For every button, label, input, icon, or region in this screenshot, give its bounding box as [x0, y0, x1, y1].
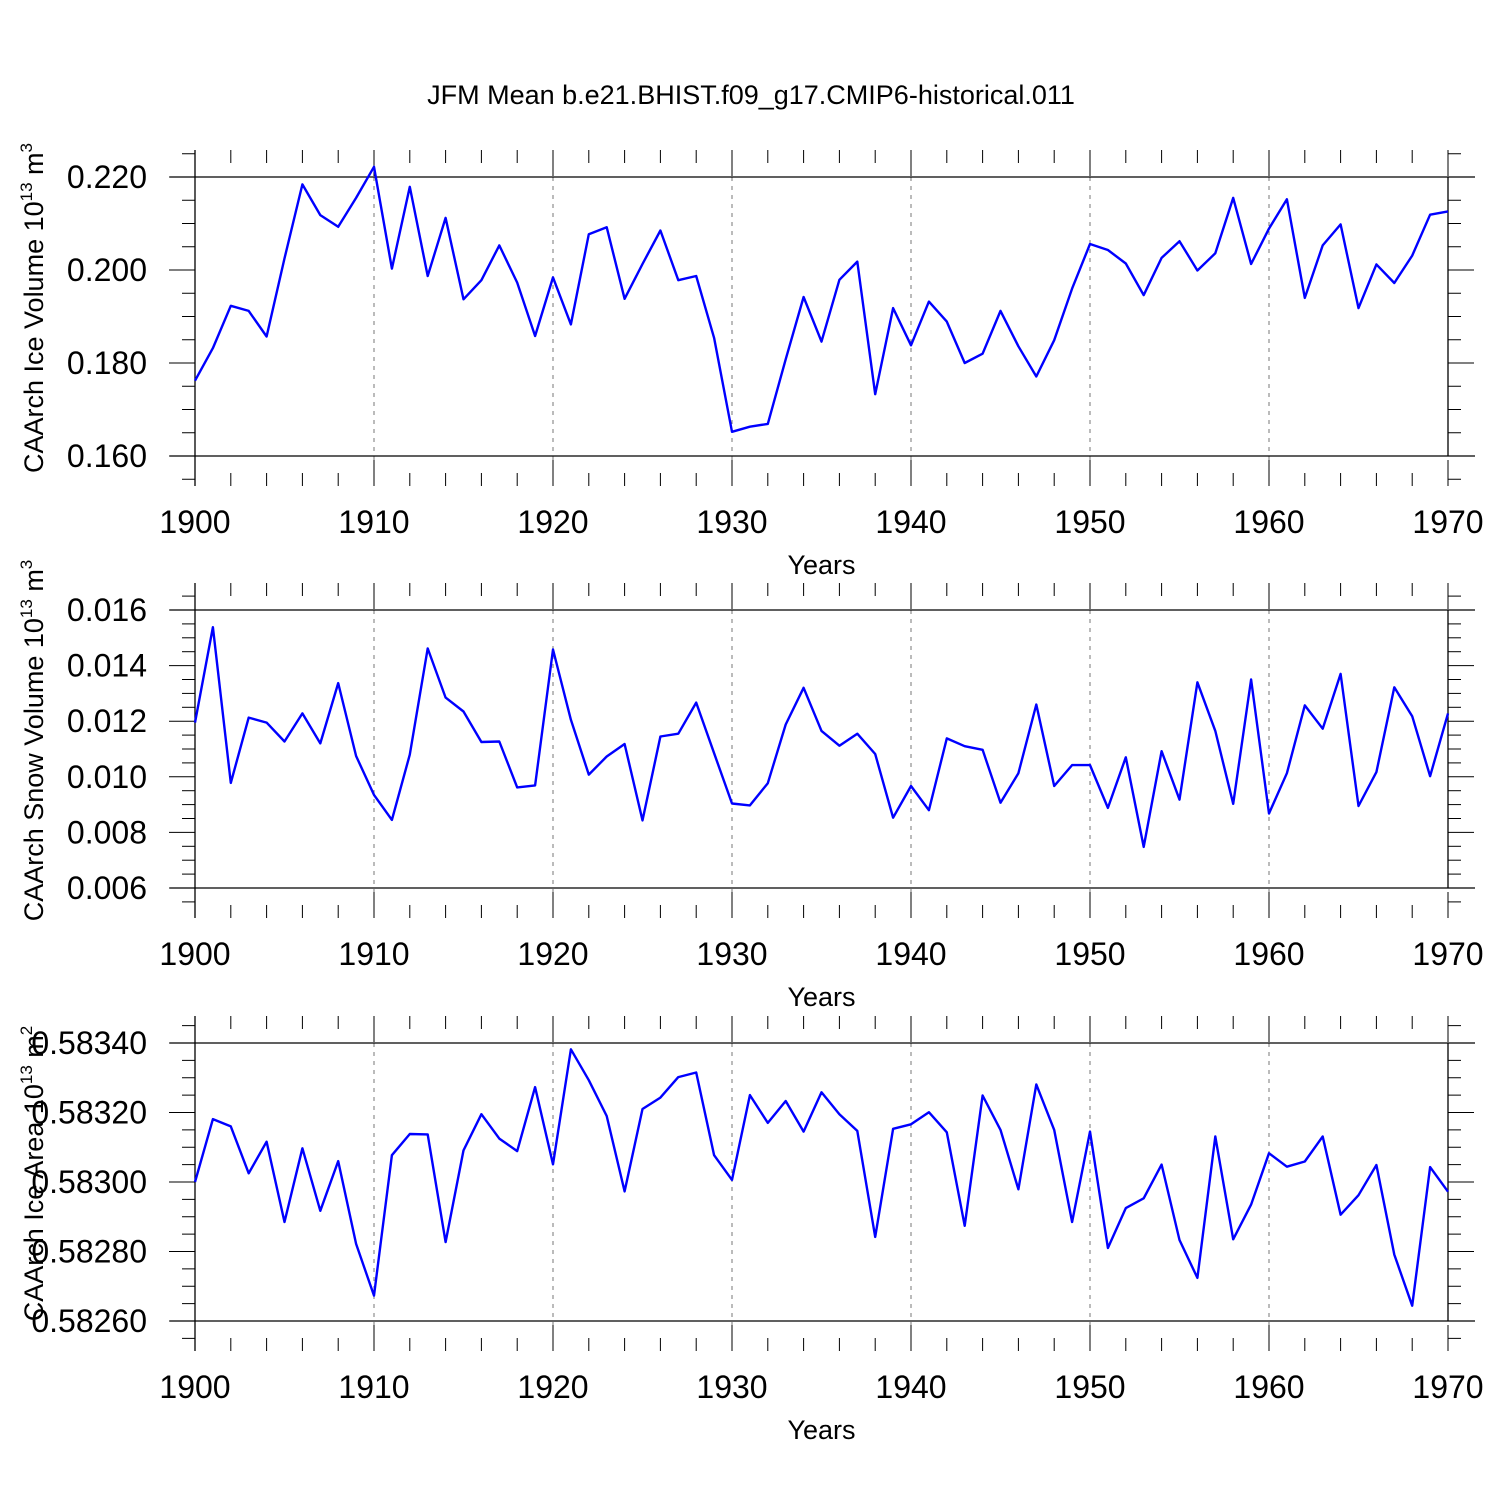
- y-tick-label: 0.010: [67, 759, 147, 795]
- x-tick-label: 1900: [159, 936, 230, 972]
- y-axis-title-text: CAArch Ice Area 10: [19, 1084, 49, 1321]
- y-tick-label: 0.160: [67, 438, 147, 474]
- x-tick-label: 1900: [159, 504, 230, 540]
- x-tick-label: 1960: [1233, 504, 1304, 540]
- x-tick-label: 1960: [1233, 936, 1304, 972]
- y-axis-title: CAArch Snow Volume 1013 m3: [17, 560, 49, 922]
- x-tick-label: 1920: [517, 1369, 588, 1405]
- x-tick-label: 1950: [1054, 1369, 1125, 1405]
- y-axis-title-text: CAArch Snow Volume 10: [19, 618, 49, 921]
- x-tick-label: 1930: [696, 504, 767, 540]
- x-tick-label: 1970: [1412, 1369, 1483, 1405]
- y-tick-label: 0.006: [67, 870, 147, 906]
- y-tick-label: 0.220: [67, 159, 147, 195]
- x-tick-label: 1970: [1412, 504, 1483, 540]
- y-axis-title-exponent: 13: [17, 182, 36, 201]
- y-axis-title: CAArch Ice Area 1013 m2: [17, 1026, 49, 1322]
- y-axis-title-unit-exponent: 3: [17, 143, 36, 152]
- x-tick-label: 1950: [1054, 504, 1125, 540]
- y-axis-title-unit: m: [19, 1035, 49, 1065]
- x-tick-label: 1930: [696, 936, 767, 972]
- y-tick-label: 0.58340: [31, 1025, 147, 1061]
- x-axis-title: Years: [787, 1415, 855, 1445]
- y-axis-title-exponent: 13: [17, 599, 36, 618]
- y-axis-title-exponent: 13: [17, 1065, 36, 1084]
- y-tick-label: 0.200: [67, 252, 147, 288]
- x-tick-label: 1960: [1233, 1369, 1304, 1405]
- panel-1: 0.160 0.180 0.200 0.220 1900 1910 1920 1930 1940…: [17, 143, 1484, 580]
- x-tick-label: 1940: [875, 504, 946, 540]
- x-axis-title: Years: [787, 550, 855, 580]
- y-axis-title-unit-exponent: 2: [17, 1026, 36, 1035]
- panels: 0.160 0.180 0.200 0.220 1900 1910 1920 1930 1940…: [17, 143, 1484, 1445]
- y-tick-label: 0.58320: [31, 1095, 147, 1131]
- y-tick-label: 0.012: [67, 703, 147, 739]
- x-tick-label: 1940: [875, 936, 946, 972]
- x-tick-label: 1930: [696, 1369, 767, 1405]
- x-tick-label: 1920: [517, 936, 588, 972]
- x-tick-label: 1910: [338, 1369, 409, 1405]
- y-tick-label: 0.58260: [31, 1303, 147, 1339]
- x-tick-label: 1910: [338, 504, 409, 540]
- x-axis-title: Years: [787, 982, 855, 1012]
- series-line-ice-area: [193, 1048, 1449, 1307]
- x-tick-label: 1940: [875, 1369, 946, 1405]
- series-line-ice-volume: [193, 165, 1449, 433]
- y-tick-label: 0.016: [67, 592, 147, 628]
- x-tick-label: 1970: [1412, 936, 1483, 972]
- y-tick-label: 0.008: [67, 814, 147, 850]
- y-axis-title: CAArch Ice Volume 1013 m3: [17, 143, 49, 473]
- y-axis-title-unit: m: [19, 569, 49, 599]
- y-tick-label: 0.180: [67, 345, 147, 381]
- panel-3: 0.58260 0.58280 0.58300 0.58320 0.58340 1900 1…: [17, 1016, 1484, 1445]
- panel-2: 0.006 0.008 0.010 0.012 0.014 0.016 1900 1910 19…: [17, 560, 1484, 1012]
- x-tick-label: 1910: [338, 936, 409, 972]
- y-axis-title-text: CAArch Ice Volume 10: [19, 201, 49, 473]
- chart-title: JFM Mean b.e21.BHIST.f09_g17.CMIP6-histo…: [427, 80, 1075, 110]
- y-axis-title-unit-exponent: 3: [17, 560, 36, 569]
- y-axis-title-unit: m: [19, 152, 49, 182]
- y-tick-label: 0.014: [67, 648, 147, 684]
- series-line-snow-volume: [193, 626, 1450, 849]
- y-tick-label: 0.58300: [31, 1164, 147, 1200]
- x-tick-label: 1920: [517, 504, 588, 540]
- y-tick-label: 0.58280: [31, 1234, 147, 1270]
- x-tick-label: 1900: [159, 1369, 230, 1405]
- x-tick-label: 1950: [1054, 936, 1125, 972]
